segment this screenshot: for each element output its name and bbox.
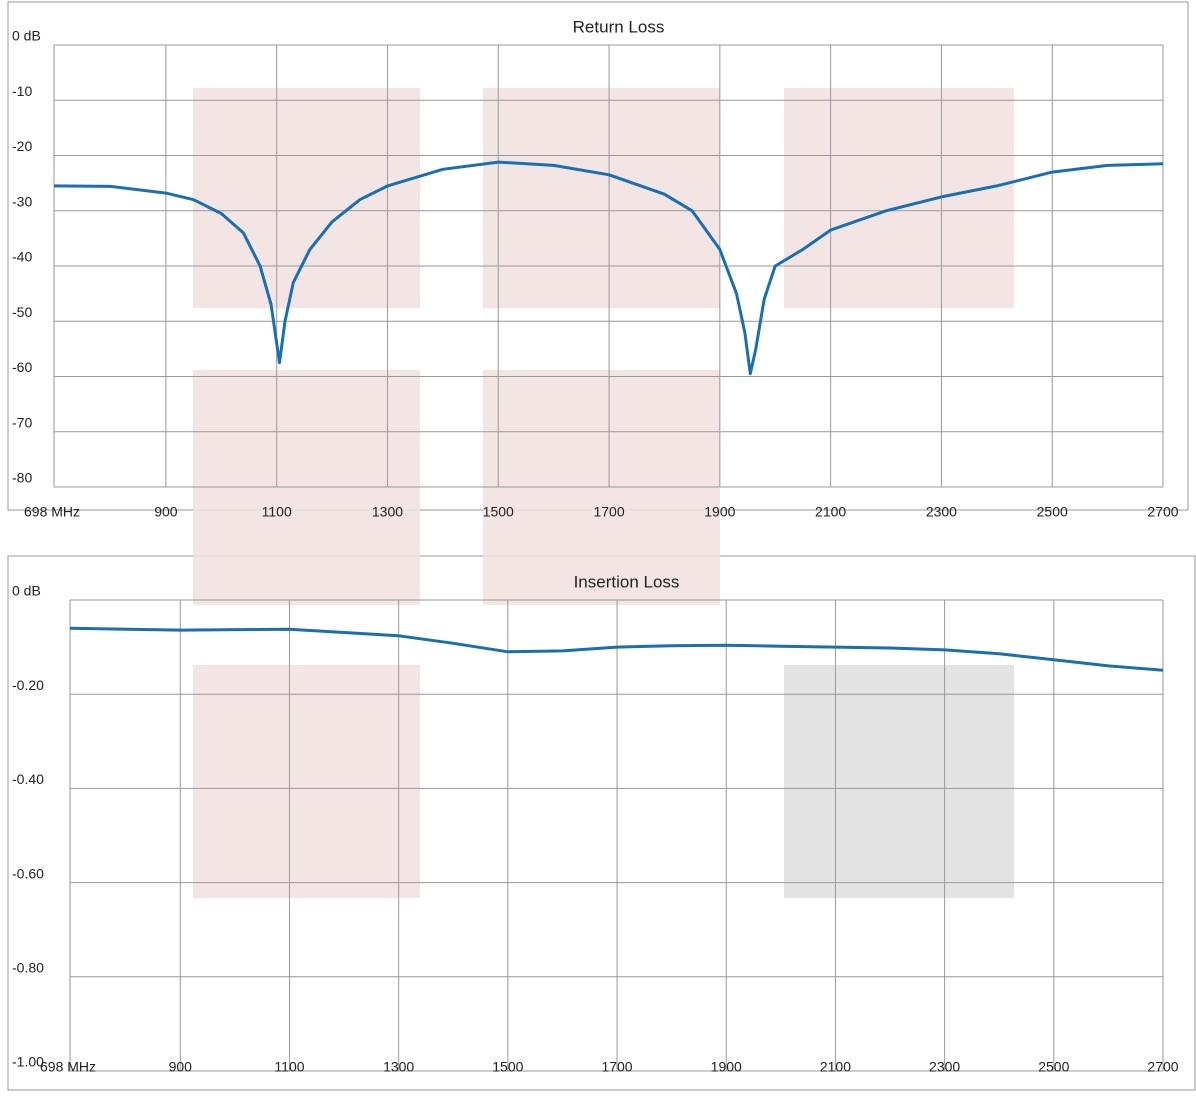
x-tick-label: 2300 (929, 1059, 960, 1075)
data-line (69, 626, 1164, 672)
y-tick-label: -30 (12, 193, 32, 209)
mask (193, 88, 420, 308)
mask (483, 88, 720, 308)
x-tick-label: 698 MHz (24, 504, 80, 520)
x-tick-label: 2300 (926, 504, 957, 520)
mask (784, 88, 1014, 308)
x-tick-label: 2500 (1037, 504, 1068, 520)
chart-title: Insertion Loss (574, 572, 680, 591)
x-tick-label: 698 MHz (40, 1059, 96, 1075)
y-tick-label: -0.60 (12, 865, 44, 881)
x-tick-label: 1300 (383, 1059, 414, 1075)
x-tick-label: 1100 (262, 504, 292, 520)
y-tick-label: -0.40 (12, 771, 44, 787)
y-tick-label: -40 (12, 249, 32, 265)
y-tick-label: -50 (12, 304, 32, 320)
y-tick-label: -1.00 (12, 1054, 44, 1070)
x-tick-label: 1100 (274, 1059, 304, 1075)
x-tick-label: 2100 (820, 1059, 851, 1075)
mask (193, 665, 420, 898)
x-tick-label: 1900 (711, 1059, 742, 1075)
x-tick-label: 2700 (1147, 1059, 1178, 1075)
x-tick-label: 2100 (815, 504, 846, 520)
mask (784, 665, 1014, 898)
x-tick-label: 1700 (593, 504, 624, 520)
y-tick-label: -10 (12, 83, 32, 99)
x-tick-label: 1900 (704, 504, 735, 520)
x-tick-label: 900 (154, 504, 178, 520)
y-tick-label: 0 dB (12, 28, 41, 44)
x-tick-label: 1700 (601, 1059, 632, 1075)
x-tick-label: 1500 (492, 1059, 523, 1075)
x-tick-label: 2700 (1147, 504, 1178, 520)
data-line (53, 160, 1164, 376)
y-tick-label: -70 (12, 414, 32, 430)
y-tick-label: -60 (12, 359, 32, 375)
x-tick-label: 1300 (372, 504, 403, 520)
y-tick-label: 0 dB (12, 583, 41, 599)
y-tick-label: -80 (12, 470, 32, 486)
y-tick-label: -20 (12, 138, 32, 154)
x-tick-label: 1500 (483, 504, 514, 520)
x-tick-label: 900 (169, 1059, 193, 1075)
y-tick-label: -0.20 (12, 677, 44, 693)
y-tick-label: -0.80 (12, 960, 44, 976)
x-tick-label: 2500 (1038, 1059, 1069, 1075)
chart-title: Return Loss (573, 17, 665, 36)
frame (7, 555, 1196, 1091)
